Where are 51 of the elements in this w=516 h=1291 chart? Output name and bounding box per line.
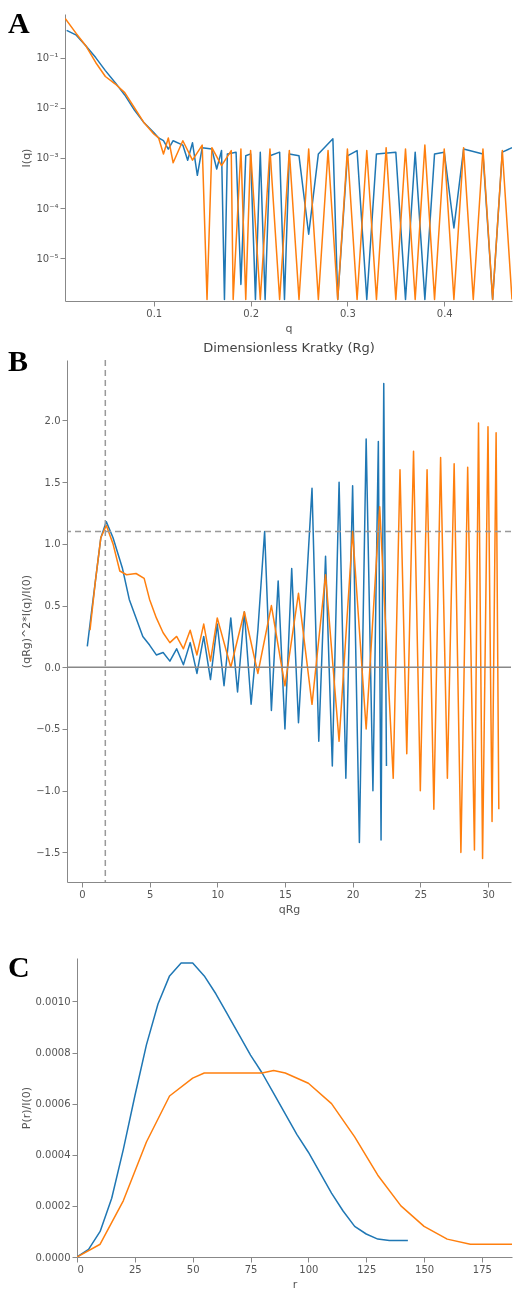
y-tick-label: 0.0006 — [35, 1098, 71, 1110]
x-tick-label: 30 — [482, 888, 495, 900]
y-tick-label: −1.5 — [36, 846, 61, 858]
y-axis-title: I(q) — [20, 148, 34, 168]
y-tick-label: 10⁻⁵ — [36, 252, 59, 264]
y-axis-title: (qRg)^2*I(q)/I(0) — [20, 574, 34, 669]
x-tick-label: 25 — [414, 888, 428, 900]
x-tick-label: 20 — [346, 888, 360, 900]
y-tick-label: −0.5 — [36, 723, 61, 735]
x-tick-label: 100 — [299, 1263, 319, 1275]
x-tick-label: 15 — [279, 888, 292, 900]
y-tick-label: 1.0 — [44, 538, 61, 550]
x-tick-label: 50 — [186, 1263, 200, 1275]
y-tick-label: 0.0008 — [35, 1047, 71, 1059]
text: C — [8, 950, 30, 984]
x-tick-label: 0.3 — [339, 307, 356, 319]
y-tick-label: 2.0 — [44, 414, 61, 426]
y-tick-label: 0.0 — [44, 661, 61, 673]
y-tick-label: −1.0 — [36, 785, 61, 797]
line-series — [89, 422, 500, 860]
x-tick-label: 0 — [77, 1263, 84, 1275]
y-tick-label: 0.0010 — [35, 995, 71, 1007]
y-tick-label: 1.5 — [44, 476, 61, 488]
x-tick-label: 150 — [415, 1263, 435, 1275]
chart-title: Dimensionless Kratky (Rg) — [203, 340, 375, 356]
y-tick-label: 10⁻⁴ — [36, 202, 59, 214]
y-tick-label: 0.0004 — [35, 1149, 71, 1161]
x-tick-label: 75 — [244, 1263, 258, 1275]
x-tick-label: 10 — [211, 888, 225, 900]
y-axis-title: P(r)/I(0) — [19, 1086, 33, 1130]
y-tick-label: 0.0000 — [35, 1251, 71, 1263]
x-tick-label: 175 — [472, 1263, 492, 1275]
text: A — [8, 6, 30, 40]
x-axis-title: r — [292, 1277, 298, 1291]
line-series — [86, 382, 388, 844]
x-axis-title: q — [285, 321, 293, 335]
text: B — [8, 344, 29, 378]
y-tick-label: 10⁻³ — [36, 152, 59, 164]
y-tick-label: 10⁻¹ — [36, 52, 59, 64]
x-tick-label: 125 — [357, 1263, 377, 1275]
y-tick-label: 10⁻² — [36, 102, 59, 114]
x-tick-label: 0 — [79, 888, 86, 900]
x-tick-label: 0.4 — [436, 307, 453, 319]
line-series — [77, 962, 409, 1257]
x-tick-label: 0.1 — [146, 307, 163, 319]
x-axis-title: qRg — [278, 902, 301, 916]
x-tick-label: 5 — [146, 888, 154, 900]
y-tick-label: 0.0002 — [35, 1200, 71, 1212]
x-tick-label: 25 — [128, 1263, 142, 1275]
x-tick-label: 0.2 — [243, 307, 260, 319]
y-tick-label: 0.5 — [44, 600, 61, 612]
